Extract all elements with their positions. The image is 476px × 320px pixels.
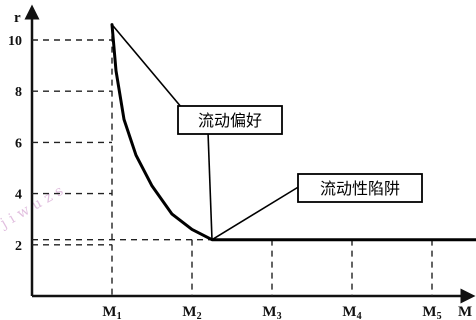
y-axis-name: r: [14, 10, 21, 26]
annotation-label: 流动偏好: [198, 111, 262, 130]
gridlines: [32, 24, 468, 296]
y-tick-label: 2: [15, 239, 22, 254]
x-tick-label: M2: [182, 304, 201, 320]
annotation-leader-line: [211, 185, 301, 241]
y-tick-label: 10: [8, 34, 22, 49]
y-tick-label: 4: [15, 188, 22, 203]
x-tick-label: M3: [262, 304, 281, 320]
y-tick-label: 6: [15, 136, 22, 151]
x-tick-label: M4: [342, 304, 361, 320]
annotation-leader-line: [207, 131, 213, 240]
liquidity-preference-curve: [110, 23, 476, 242]
watermark-text: jiwuzs: [0, 180, 70, 232]
annotation-box: [177, 105, 283, 135]
annotation-box: [297, 173, 423, 203]
y-tick-labels: 2 4 6 8 10: [8, 34, 22, 254]
x-tick-label: M5: [422, 304, 441, 320]
watermark: jiwuzs: [0, 180, 70, 232]
y-tick-label: 8: [15, 85, 22, 100]
x-tick-label: M1: [102, 304, 121, 320]
annotation-label: 流动性陷阱: [320, 179, 400, 198]
x-axis-name: M: [458, 304, 472, 320]
x-tick-labels: M1 M2 M3 M4 M5: [102, 304, 441, 320]
annotation-leader-line: [111, 24, 183, 109]
series: [110, 23, 476, 242]
